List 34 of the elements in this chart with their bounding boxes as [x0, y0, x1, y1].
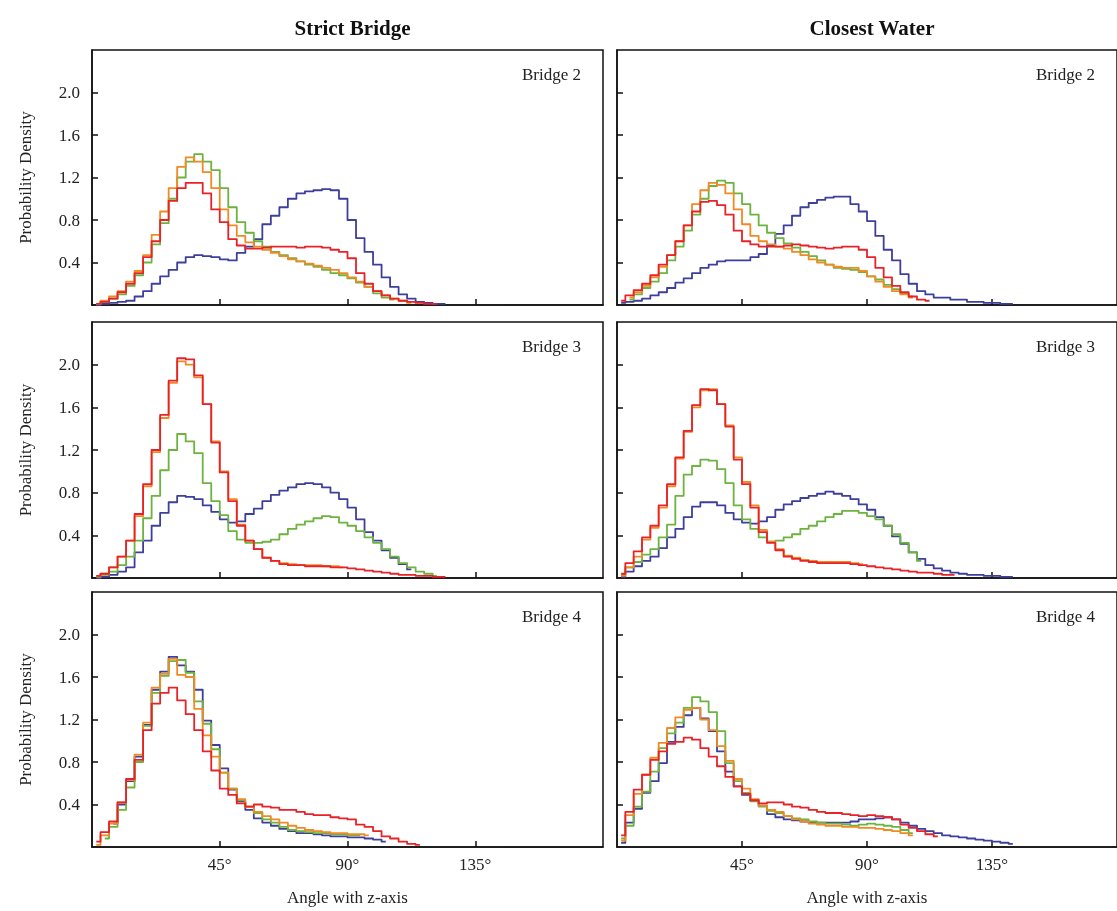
x-tick-label: 45° — [730, 855, 754, 874]
chart-title: Closest Water — [809, 15, 935, 40]
x-tick-label: 90° — [855, 855, 879, 874]
y-axis-title: Probability Density — [16, 110, 35, 244]
annotation: Bridge 3 — [521, 337, 582, 356]
chart-title: Strict Bridge — [294, 15, 411, 40]
y-tick-label: 0.8 — [58, 210, 80, 230]
y-tick-label: 1.6 — [58, 125, 80, 145]
y-tick-label: 1.2 — [58, 710, 80, 729]
y-tick-label: 0.4 — [58, 795, 81, 814]
annotation: Bridge 3 — [1035, 337, 1096, 356]
y-tick-label: 1.6 — [58, 667, 80, 687]
annotation: Bridge 4 — [1035, 607, 1096, 626]
y-tick-label: 2.0 — [58, 355, 80, 375]
y-tick-label: 0.4 — [58, 253, 81, 272]
x-tick-label: 135° — [975, 855, 1009, 874]
y-axis-title: Probability Density — [16, 383, 35, 517]
y-tick-label: 1.6 — [58, 397, 80, 417]
x-axis-title: Angle with z-axis — [806, 888, 928, 907]
y-tick-label: 1.2 — [58, 440, 80, 460]
y-tick-label: 2.0 — [58, 625, 80, 644]
x-tick-label: 45° — [207, 855, 232, 874]
y-tick-label: 0.8 — [58, 752, 80, 772]
x-tick-label: 135° — [459, 855, 492, 874]
x-axis-title: Angle with z-axis — [287, 888, 408, 907]
annotation: Bridge 4 — [521, 607, 582, 626]
x-tick-label: 90° — [335, 855, 360, 874]
y-tick-label: 2.0 — [58, 83, 80, 102]
y-tick-label: 0.8 — [58, 483, 80, 503]
y-tick-label: 1.2 — [58, 168, 80, 187]
y-axis-title: Probability Density — [16, 652, 35, 786]
y-tick-label: 0.4 — [58, 525, 81, 545]
annotation: Bridge 2 — [521, 65, 582, 84]
annotation: Bridge 2 — [1035, 65, 1096, 84]
